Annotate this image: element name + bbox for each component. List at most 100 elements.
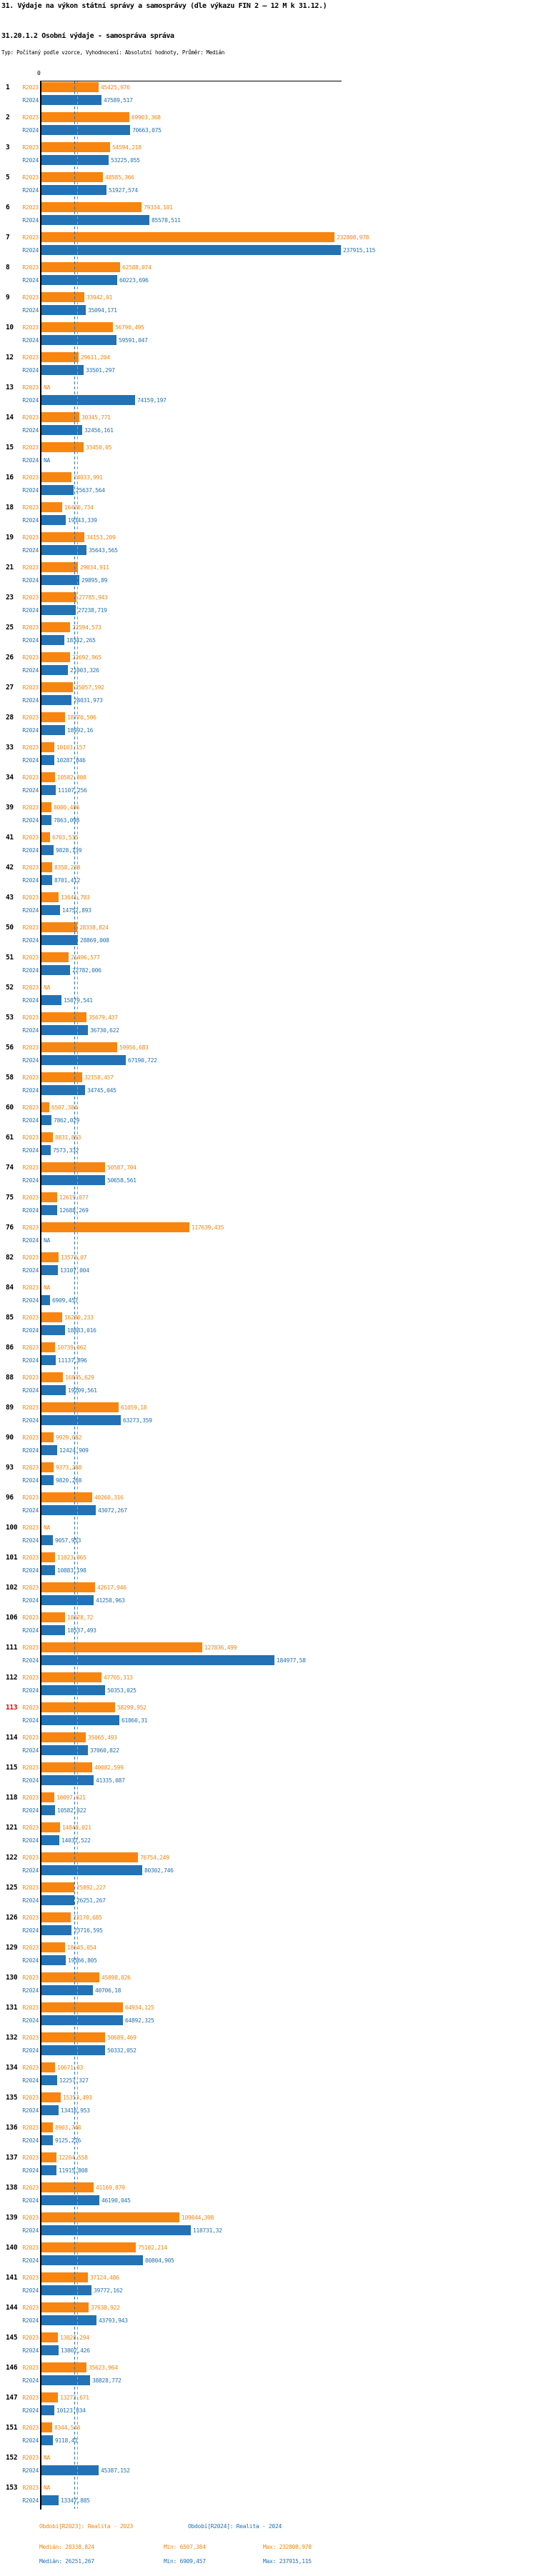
bar (41, 1972, 99, 1982)
bar-row-r2024: R2024 11915,808 (0, 2165, 536, 2175)
value-label: 24033,991 (74, 474, 103, 481)
bar-row-r2023: R2023 14848,021 (0, 1822, 536, 1832)
series-label: R2023 (22, 774, 39, 781)
bar-row-r2024: R2024 63273,359 (0, 1415, 536, 1425)
value-label: 58299,952 (117, 1704, 147, 1711)
value-label: 33942,01 (86, 294, 113, 301)
bar-row-r2024: R2024 40706,18 (0, 1985, 536, 1995)
series-label: R2024 (22, 1387, 39, 1394)
value-label: 22692,965 (72, 654, 101, 661)
chart-meta-line: Typ: Počítaný podle vzorce, Vyhodnocení:… (1, 49, 224, 56)
series-label: R2024 (22, 1597, 39, 1604)
bar-row-r2023: R2023 40260,316 (0, 1492, 536, 1502)
bar-group: 88 R2023 16875,629 R2024 19209,561 (0, 1372, 536, 1395)
value-label: 50353,025 (107, 1687, 137, 1694)
value-label: 33450,05 (86, 444, 112, 451)
bar (41, 605, 76, 615)
median-line-r2024 (74, 81, 75, 2509)
bar-group: 42 R2023 8358,238 R2024 8701,412 (0, 862, 536, 885)
bar-group: 6 R2023 79334,101 R2024 85578,511 (0, 202, 536, 225)
bar (41, 845, 54, 855)
series-label: R2023 (22, 1974, 39, 1981)
bar-row-r2024: R2024 11137,896 (0, 1355, 536, 1365)
series-label: R2023 (22, 264, 39, 271)
bar-group: 144 R2023 37638,922 R2024 43793,943 (0, 2302, 536, 2325)
series-label: R2023 (22, 1194, 39, 1201)
series-label: R2023 (22, 1104, 39, 1111)
value-label: 8000,486 (54, 804, 80, 811)
series-label: R2023 (22, 384, 39, 391)
bar (41, 1912, 71, 1922)
value-label: 75102,214 (138, 2244, 167, 2251)
bar (41, 1025, 88, 1035)
bar (41, 2272, 88, 2282)
value-label: 9125,216 (55, 2137, 81, 2144)
value-label: 117639,435 (192, 1224, 224, 1231)
row-number: 102 (6, 1584, 18, 1592)
value-label: 11915,808 (59, 2167, 88, 2174)
value-label: 18992,16 (67, 727, 94, 734)
bar-group: 33 R2023 10103,157 R2024 10287,846 (0, 742, 536, 765)
row-number: 33 (6, 744, 14, 752)
bar-row-r2024: R2024 35094,171 (0, 305, 536, 315)
value-label: 13573,07 (61, 1254, 86, 1261)
value-label: 36730,622 (90, 1027, 119, 1034)
value-label: 62588,074 (122, 264, 152, 271)
series-label: R2023 (22, 1374, 39, 1381)
row-number: 27 (6, 684, 14, 692)
value-label: 37638,922 (91, 2304, 120, 2311)
bar-row-r2023: R2023 25892,227 (0, 1882, 536, 1892)
bar-row-r2023: R2023 58299,952 (0, 1702, 536, 1712)
bar-group: 126 R2023 23170,685 R2024 23716,595 (0, 1912, 536, 1935)
bar-row-r2024: R2024 23716,595 (0, 1925, 536, 1935)
bar-group: 114 R2023 35065,493 R2024 37060,822 (0, 1732, 536, 1755)
bar-row-r2024: R2024 9125,216 (0, 2135, 536, 2145)
bar-row-r2023: R2023 10739,062 (0, 1342, 536, 1352)
value-label: 12257,327 (59, 2077, 89, 2084)
bar-row-r2023: R2023 42617,946 (0, 1582, 536, 1592)
value-label: 35065,493 (88, 1734, 117, 1741)
row-number: 100 (6, 1524, 18, 1532)
value-label: 33501,297 (86, 366, 115, 374)
bar (41, 1582, 95, 1592)
bar (41, 2375, 90, 2385)
series-label: R2024 (22, 1687, 39, 1694)
series-label: R2024 (22, 667, 39, 674)
bar-row-r2023: R2023 25057,592 (0, 682, 536, 692)
bar-row-r2023: R2023 35623,964 (0, 2362, 536, 2372)
bar (41, 1265, 58, 1275)
bar (41, 245, 341, 255)
bar-group: 76 R2023 117639,435 R2024 NA (0, 1222, 536, 1245)
row-number: 75 (6, 1194, 14, 1202)
series-label: R2023 (22, 1284, 39, 1291)
value-label: 67190,722 (128, 1057, 157, 1064)
value-label: 8701,412 (54, 877, 81, 884)
bar-row-r2024: R2024 18992,16 (0, 725, 536, 735)
bar-row-r2024: R2024 35643,565 (0, 545, 536, 555)
bar-row-r2023: R2023 22594,573 (0, 622, 536, 632)
value-label: 32456,161 (84, 426, 114, 434)
bar (41, 635, 64, 645)
bar (41, 335, 116, 345)
bar-row-r2024: R2024 74159,197 (0, 395, 536, 405)
row-number: 140 (6, 2244, 18, 2252)
bar-row-r2024: R2024 36730,622 (0, 1025, 536, 1035)
bar (41, 1145, 51, 1155)
series-label: R2023 (22, 1074, 39, 1081)
bar (41, 2405, 54, 2415)
bar (41, 425, 82, 435)
value-label: 76754,249 (140, 1854, 169, 1861)
value-label: 79334,101 (144, 204, 173, 211)
bar-row-r2023: R2023 21496,577 (0, 952, 536, 962)
bar-row-r2024: R2024 60223,696 (0, 275, 536, 285)
bar-row-r2023: R2023 6507,384 (0, 1102, 536, 1112)
bar (41, 112, 129, 122)
series-label: R2024 (22, 1657, 39, 1664)
value-label: 45898,826 (101, 1974, 131, 1981)
bar (41, 652, 70, 662)
value-label: 61059,18 (121, 1404, 147, 1411)
row-number: 153 (6, 2484, 18, 2492)
bar-group: 84 R2023 NA R2024 6909,457 (0, 1282, 536, 1305)
bar-group: 28 R2023 18770,506 R2024 18992,16 (0, 712, 536, 735)
series-label: R2024 (22, 636, 39, 644)
